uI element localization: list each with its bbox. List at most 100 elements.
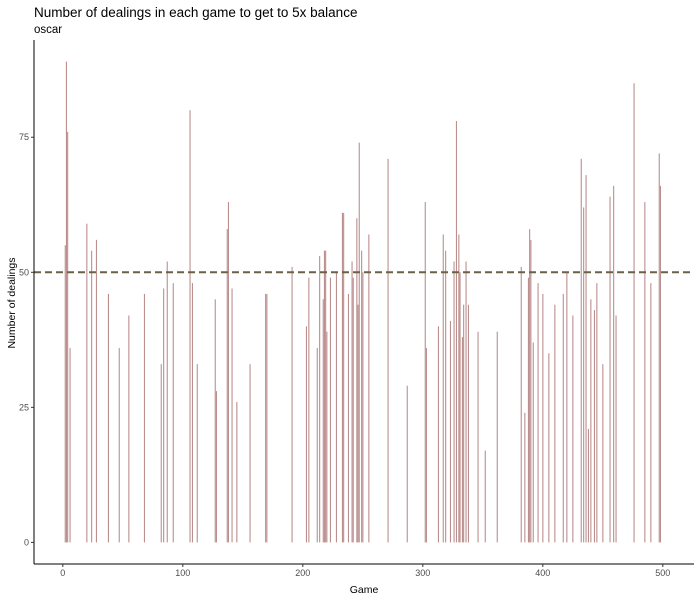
bar (319, 256, 321, 543)
bar (86, 223, 88, 543)
bar (343, 212, 345, 543)
bar (308, 277, 310, 543)
bar (347, 293, 349, 543)
x-tick-label: 300 (415, 568, 430, 578)
bar (95, 239, 97, 543)
bar (496, 331, 498, 543)
bar (322, 299, 324, 543)
bar (362, 272, 364, 543)
bar (69, 347, 71, 543)
axes-group: 0 25 50 75 0 100 200 300 400 500 (19, 40, 694, 578)
bar (633, 83, 635, 543)
bar (548, 353, 550, 543)
bar (463, 304, 465, 543)
bar (160, 364, 162, 543)
bar (266, 293, 268, 543)
bar (341, 212, 343, 543)
bar (358, 142, 360, 543)
bar (583, 207, 585, 543)
bar (524, 412, 526, 543)
bar (659, 185, 661, 543)
bar (305, 326, 307, 543)
bar (650, 283, 652, 543)
bar (532, 342, 534, 543)
bar (585, 175, 587, 543)
bar (477, 331, 479, 543)
x-tick-label: 200 (295, 568, 310, 578)
bars-group (64, 61, 661, 543)
bar (484, 450, 486, 543)
bar (128, 315, 130, 543)
bar (580, 158, 582, 543)
bar (189, 110, 191, 543)
y-tick-label: 50 (19, 267, 29, 277)
bar (554, 304, 556, 543)
bar (613, 185, 615, 543)
bar (191, 283, 193, 543)
x-tick-label: 500 (655, 568, 670, 578)
bar (361, 250, 363, 543)
bar (118, 347, 120, 543)
bar (587, 428, 589, 543)
bar (368, 234, 370, 543)
bar (67, 131, 69, 543)
bar (445, 250, 447, 543)
x-tick-label: 400 (535, 568, 550, 578)
bar (458, 234, 460, 543)
bar (449, 320, 451, 543)
bar (163, 288, 165, 543)
bar (562, 293, 564, 543)
x-tick-label: 0 (60, 568, 65, 578)
bar (406, 385, 408, 543)
bar (566, 272, 568, 543)
bar (593, 310, 595, 543)
bar (325, 250, 327, 543)
bar (107, 293, 109, 543)
bar (166, 261, 168, 543)
bar (461, 337, 463, 543)
bar (537, 283, 539, 543)
bar (356, 218, 358, 543)
bar (196, 364, 198, 543)
bar (615, 315, 617, 543)
bar (329, 277, 331, 543)
bar (529, 229, 531, 543)
bar (520, 266, 522, 543)
bar (530, 239, 532, 543)
bar (609, 196, 611, 543)
bar (572, 315, 574, 543)
bar (214, 299, 216, 543)
y-tick-label: 0 (24, 537, 29, 547)
bar (527, 277, 529, 543)
x-axis-title: Game (350, 584, 379, 596)
bar (236, 401, 238, 543)
bar (590, 299, 592, 543)
bar (91, 250, 93, 543)
bar (143, 293, 145, 543)
bar (424, 202, 426, 543)
bar (352, 277, 354, 543)
bar (291, 266, 293, 543)
bar (465, 261, 467, 543)
bar (249, 364, 251, 543)
bar (542, 293, 544, 543)
bar (351, 261, 353, 543)
bar (467, 304, 469, 543)
bar (323, 250, 325, 543)
bar (326, 331, 328, 543)
bar (387, 158, 389, 543)
bar (644, 202, 646, 543)
bar (596, 283, 598, 543)
bar (226, 229, 228, 543)
bar (265, 293, 267, 543)
chart-title: Number of dealings in each game to get t… (34, 5, 358, 20)
y-tick-label: 75 (19, 132, 29, 142)
bar (316, 347, 318, 543)
bar (357, 304, 359, 543)
chart-subtitle: oscar (34, 24, 63, 36)
bar (658, 153, 660, 543)
bar (64, 245, 66, 543)
bar (602, 364, 604, 543)
bar (335, 272, 337, 543)
